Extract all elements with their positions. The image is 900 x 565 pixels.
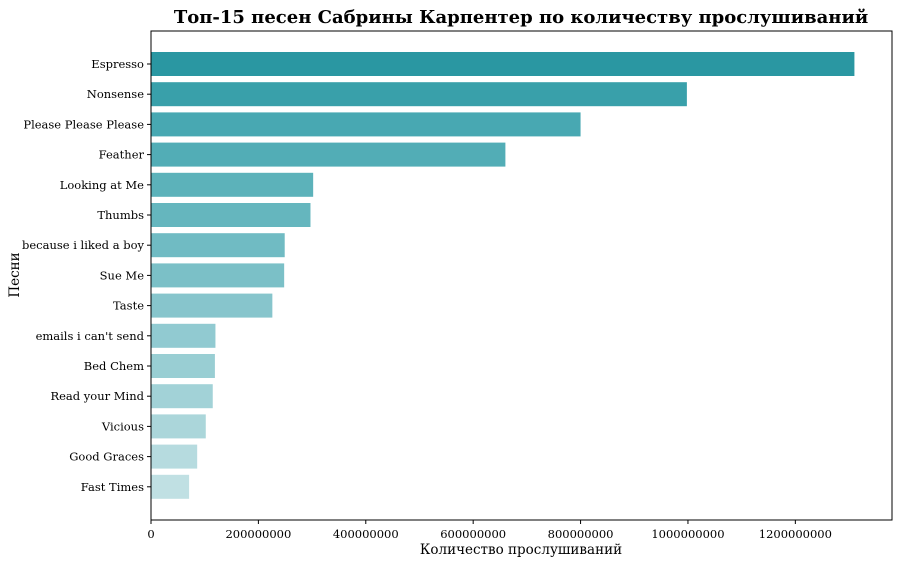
y-tick-label: Bed Chem (84, 359, 144, 373)
bar (151, 142, 506, 167)
bars-group (151, 52, 855, 499)
bar (151, 172, 314, 197)
y-tick-label: Read your Mind (50, 389, 144, 403)
y-axis-ticks: Espresso Nonsense Please Please Please Feat… (22, 57, 151, 494)
chart-title: Топ-15 песен Сабрины Карпентер по количе… (174, 7, 868, 28)
bar (151, 263, 285, 288)
y-axis-label: Песни (7, 252, 23, 297)
bar (151, 203, 311, 227)
bar (151, 323, 216, 348)
x-tick-label: 800000000 (548, 527, 614, 541)
bar (151, 293, 273, 318)
y-tick-label: Thumbs (97, 208, 144, 222)
y-tick-label: Feather (99, 148, 145, 162)
y-tick-label: Espresso (91, 57, 144, 71)
bar (151, 414, 206, 439)
y-tick-label: Taste (113, 299, 144, 313)
x-axis-ticks: 0 200000000 400000000 600000000 800000000 100… (147, 520, 832, 541)
y-tick-label: Good Graces (69, 450, 144, 464)
bar (151, 82, 687, 107)
bar (151, 444, 198, 469)
x-tick-label: 1200000000 (759, 527, 832, 541)
bar (151, 354, 215, 378)
y-tick-label: Nonsense (87, 87, 144, 101)
y-tick-label: because i liked a boy (22, 238, 145, 252)
bar (151, 384, 213, 409)
y-tick-label: Sue Me (100, 268, 145, 282)
x-tick-label: 400000000 (333, 527, 399, 541)
x-tick-label: 200000000 (225, 527, 291, 541)
y-tick-label: Looking at Me (60, 178, 144, 192)
x-tick-label: 600000000 (440, 527, 506, 541)
bar (151, 52, 855, 76)
bar (151, 112, 581, 137)
bar (151, 233, 285, 258)
y-tick-label: Vicious (101, 419, 144, 433)
y-tick-label: Please Please Please (23, 117, 144, 131)
y-tick-label: Fast Times (81, 480, 144, 494)
x-axis-label: Количество прослушиваний (420, 542, 622, 558)
bar (151, 474, 190, 499)
x-tick-label: 1000000000 (651, 527, 724, 541)
x-tick-label: 0 (147, 527, 154, 541)
y-tick-label: emails i can't send (36, 329, 145, 343)
